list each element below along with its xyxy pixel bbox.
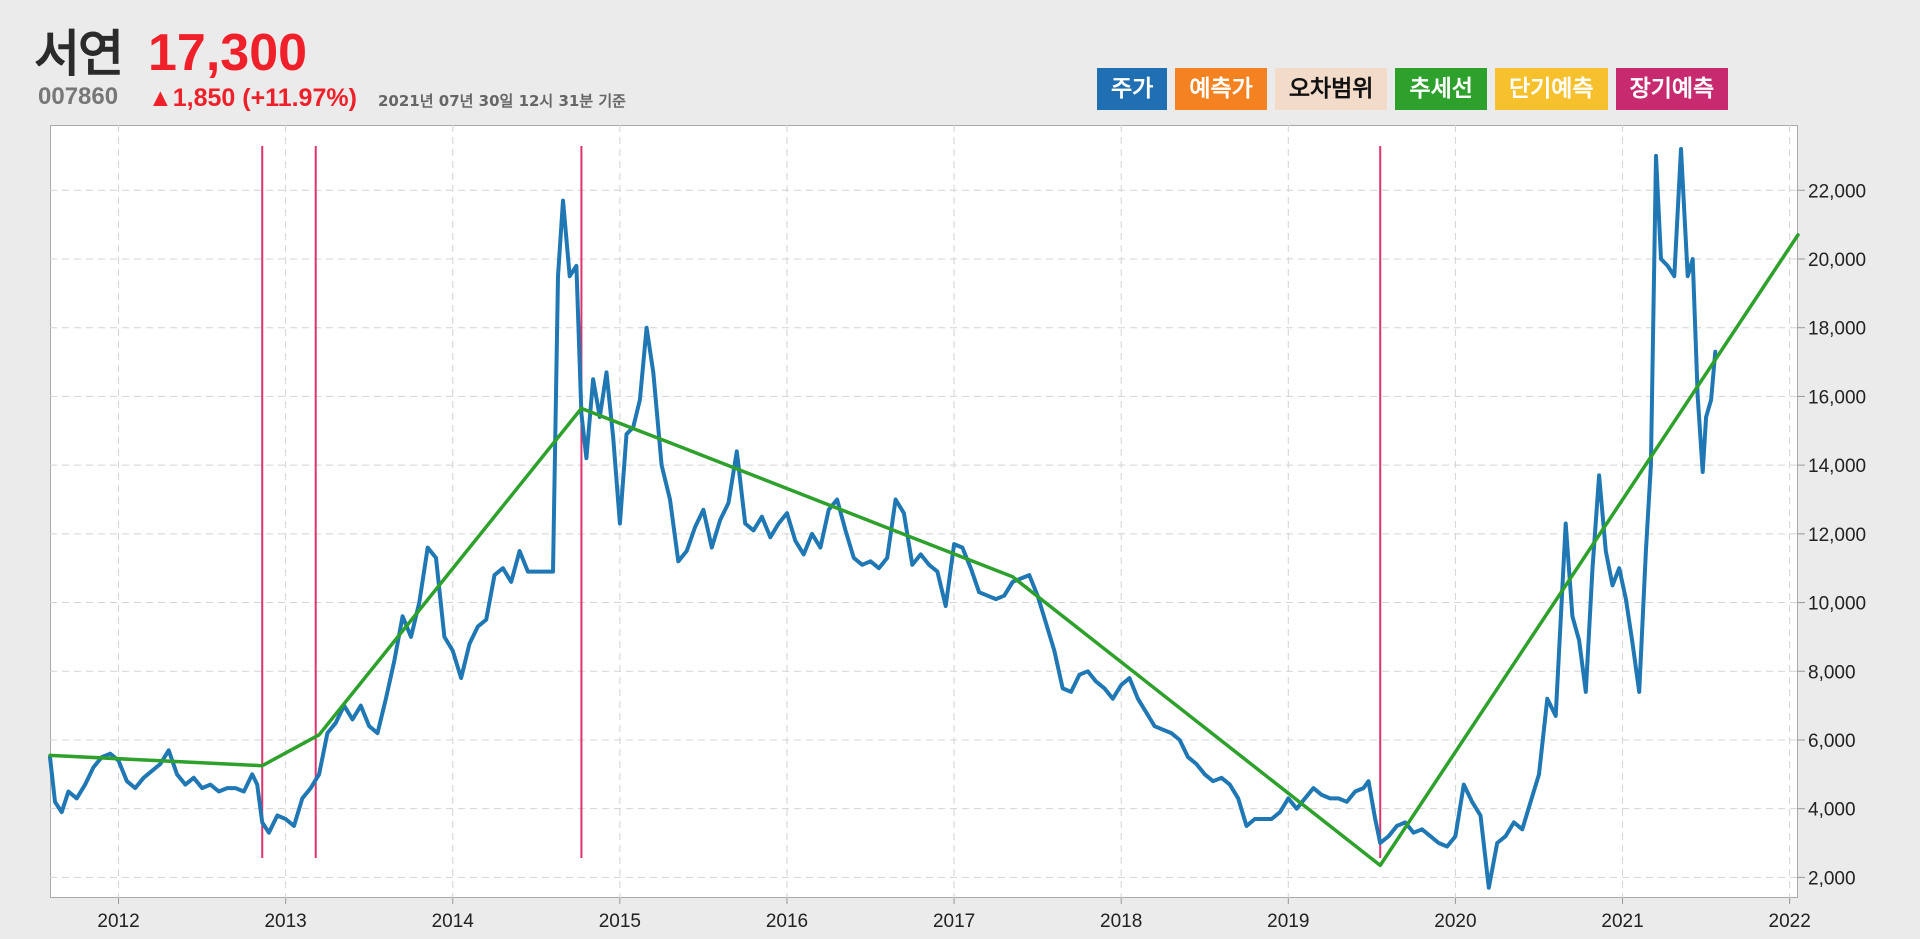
x-tick-label: 2021 xyxy=(1601,911,1643,932)
legend-short-term-forecast-button[interactable]: 단기예측 xyxy=(1494,68,1608,110)
trend-line xyxy=(48,233,1800,868)
x-tick-label: 2012 xyxy=(97,911,139,932)
legend: 주가 예측가 오차범위 추세선 단기예측 장기예측 xyxy=(1097,68,1729,110)
x-tick-label: 2020 xyxy=(1434,911,1476,932)
y-tick-label: 20,000 xyxy=(1808,250,1866,271)
timestamp: 2021년 07년 30일 12시 31분 기준 xyxy=(378,92,626,110)
y-tick-label: 10,000 xyxy=(1808,594,1866,615)
x-tick-label: 2022 xyxy=(1769,911,1811,932)
legend-forecast-button[interactable]: 예측가 xyxy=(1175,68,1267,110)
stock-price: 17,300 xyxy=(148,24,308,82)
x-tick-label: 2016 xyxy=(766,911,808,932)
x-tick-label: 2018 xyxy=(1100,911,1142,932)
y-tick-label: 6,000 xyxy=(1808,731,1856,752)
x-tick-label: 2017 xyxy=(933,911,975,932)
legend-price-button[interactable]: 주가 xyxy=(1097,68,1168,110)
y-tick-label: 8,000 xyxy=(1808,662,1856,683)
price-line xyxy=(48,147,1718,890)
y-tick-label: 4,000 xyxy=(1808,800,1856,821)
price-change: ▲1,850 (+11.97%) xyxy=(148,84,357,112)
legend-long-term-forecast-button[interactable]: 장기예측 xyxy=(1615,68,1729,110)
y-tick-label: 22,000 xyxy=(1808,181,1866,202)
y-tick-label: 2,000 xyxy=(1808,868,1856,889)
y-tick-label: 14,000 xyxy=(1808,456,1866,477)
chart-plot-frame xyxy=(50,125,1798,898)
x-tick-label: 2015 xyxy=(599,911,641,932)
x-tick-label: 2013 xyxy=(264,911,306,932)
stock-header: 서연 17,300 007860 ▲1,850 (+11.97%) 2021년 … xyxy=(0,0,1920,125)
x-tick-label: 2019 xyxy=(1267,911,1309,932)
y-tick-label: 18,000 xyxy=(1808,319,1866,340)
stock-code: 007860 xyxy=(38,83,119,110)
legend-error-range-button[interactable]: 오차범위 xyxy=(1274,68,1388,110)
y-tick-label: 16,000 xyxy=(1808,387,1866,408)
legend-trendline-button[interactable]: 추세선 xyxy=(1395,68,1487,110)
x-tick-label: 2014 xyxy=(432,911,475,932)
stock-name: 서연 xyxy=(34,25,124,83)
y-tick-label: 12,000 xyxy=(1808,525,1866,546)
